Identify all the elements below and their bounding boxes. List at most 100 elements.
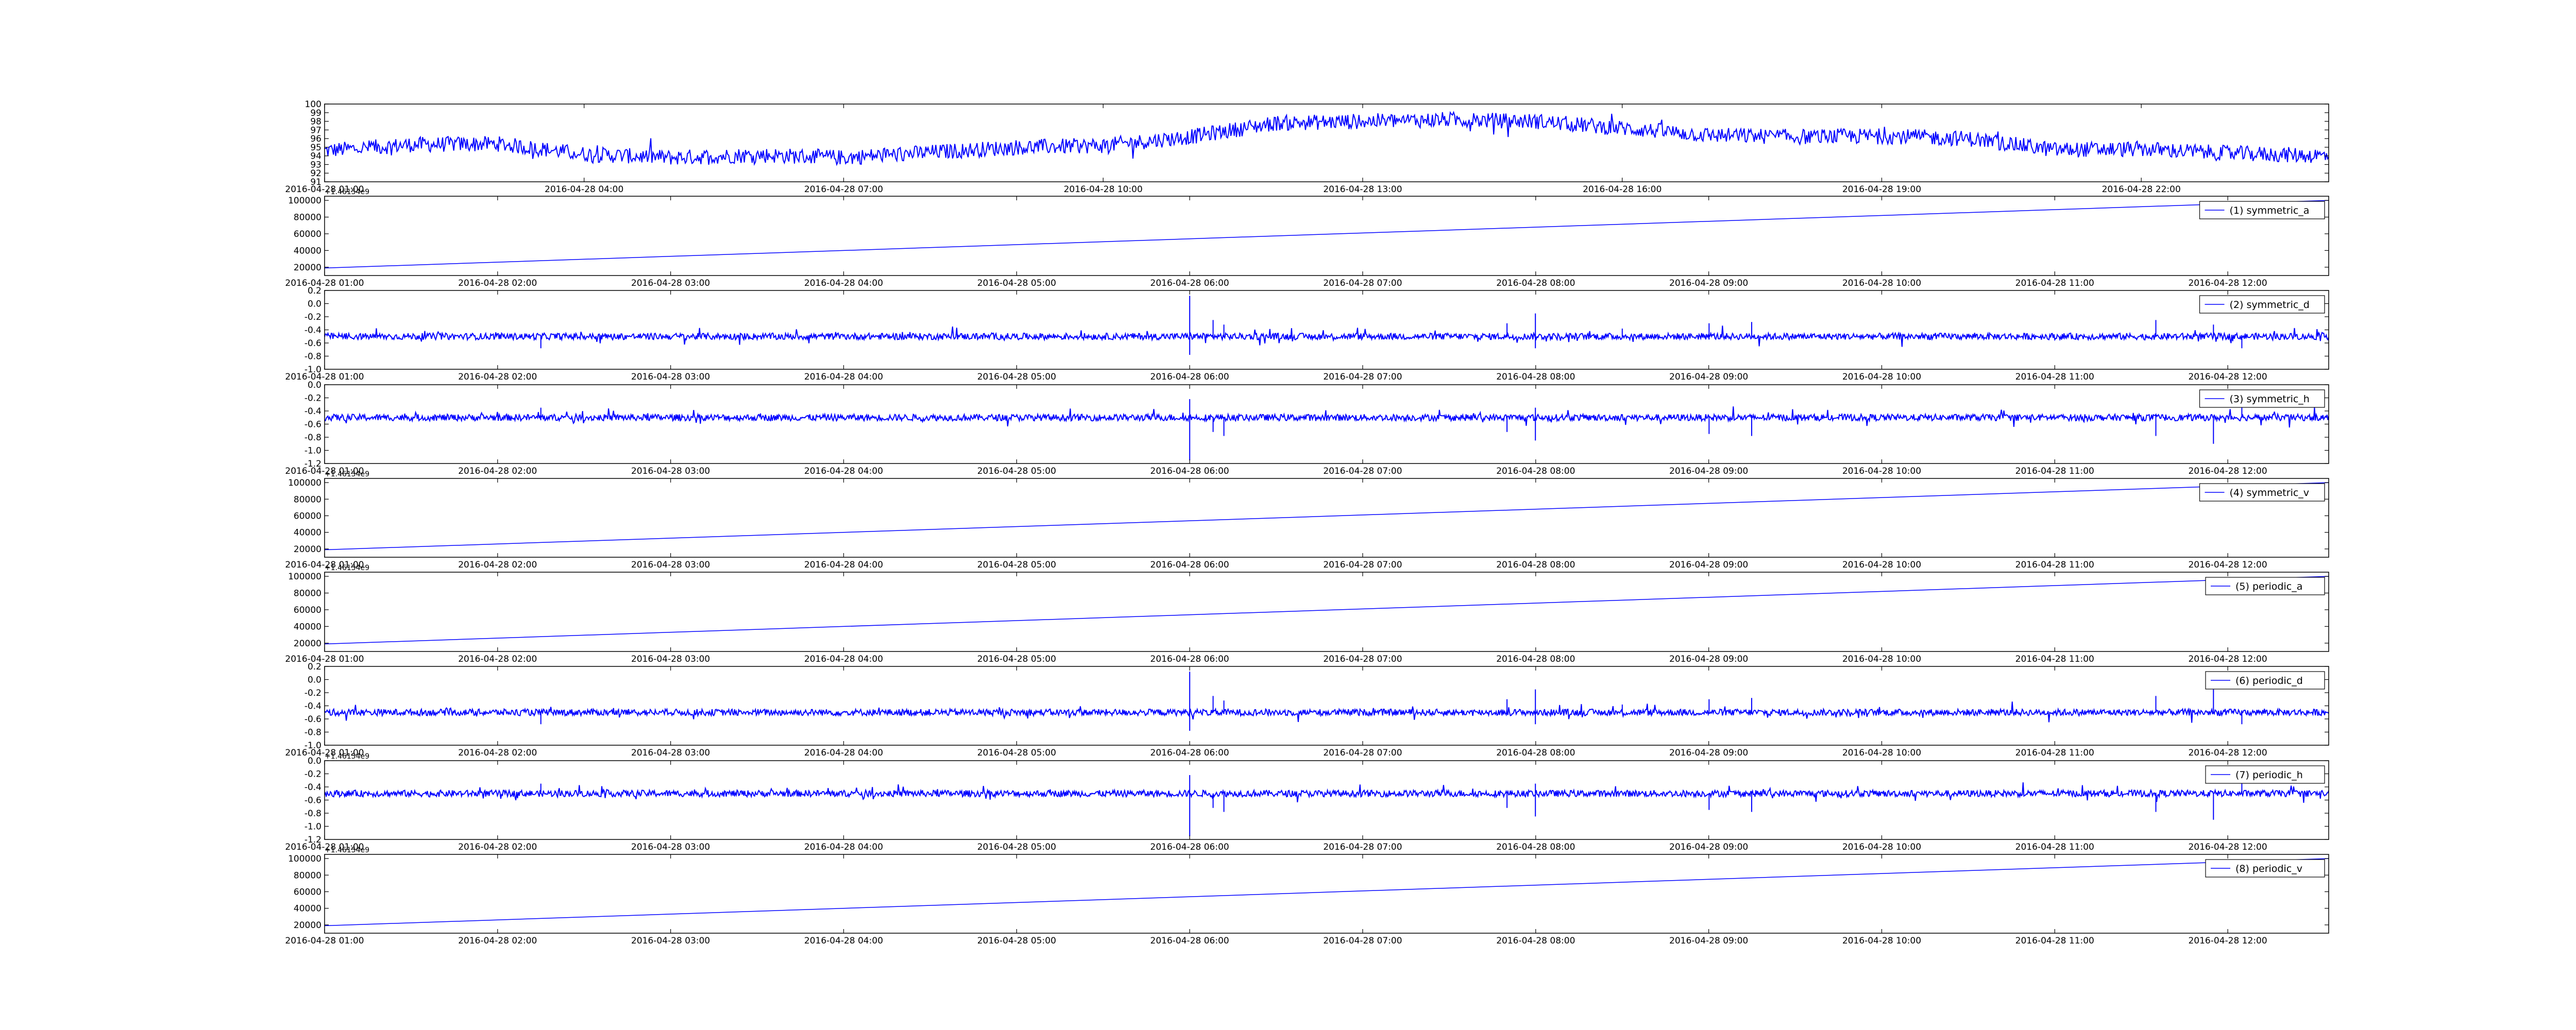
y-tick-label: -1.0	[304, 822, 321, 832]
legend-label: (6) periodic_d	[2235, 675, 2303, 686]
x-tick-label: 2016-04-28 10:00	[1842, 748, 1921, 758]
x-tick-label: 2016-04-28 12:00	[2188, 466, 2267, 476]
x-tick-label: 2016-04-28 02:00	[458, 560, 537, 570]
x-tick-label: 2016-04-28 03:00	[631, 278, 710, 288]
axes-frame	[324, 196, 2329, 276]
y-offset-label: +1.46154e9	[325, 846, 369, 854]
y-tick-label: 40000	[294, 246, 321, 256]
y-offset-label: +1.46154e9	[325, 188, 369, 196]
x-tick-label: 2016-04-28 01:00	[285, 748, 364, 758]
y-tick-label: 40000	[294, 528, 321, 538]
axes-frame	[324, 104, 2329, 182]
series-line-3	[325, 296, 2329, 355]
series-line-9	[325, 858, 2329, 926]
y-tick-label: 100	[305, 99, 321, 110]
x-tick-label: 2016-04-28 12:00	[2188, 372, 2267, 382]
y-tick-label: -0.8	[304, 352, 321, 362]
y-tick-label: 20000	[294, 544, 321, 555]
subplot-7: -1.0 -0.8 -0.6 -0.4 -0.2 0.0 0.2 2016-04-28 01:…	[285, 662, 2329, 758]
y-tick-label: -1.0	[304, 446, 321, 456]
legend: (4) symmetric_v	[2199, 483, 2325, 502]
x-tick-label: 2016-04-28 01:00	[285, 560, 364, 570]
x-tick-label: 2016-04-28 06:00	[1150, 748, 1229, 758]
y-tick-label: -0.2	[304, 393, 321, 404]
y-tick-label: 91	[310, 177, 321, 187]
x-tick-label: 2016-04-28 02:00	[458, 654, 537, 664]
y-tick-label: 20000	[294, 263, 321, 273]
legend: (2) symmetric_d	[2199, 295, 2325, 314]
x-tick-label: 2016-04-28 08:00	[1496, 372, 1575, 382]
x-tick-label: 2016-04-28 05:00	[977, 748, 1056, 758]
y-tick-label: -0.8	[304, 728, 321, 738]
y-tick-label: 0.2	[308, 286, 321, 296]
y-tick-label: 100000	[288, 478, 321, 488]
x-tick-label: 2016-04-28 04:00	[804, 842, 883, 852]
x-tick-label: 2016-04-28 02:00	[458, 842, 537, 852]
plot-area	[325, 482, 2329, 551]
x-tick-label: 2016-04-28 05:00	[977, 466, 1056, 476]
legend-label: (3) symmetric_h	[2230, 393, 2310, 405]
y-tick-label: 0.0	[308, 299, 321, 310]
y-tick-label: 20000	[294, 639, 321, 649]
x-tick-label: 2016-04-28 04:00	[804, 936, 883, 946]
x-tick-label: 2016-04-28 11:00	[2015, 466, 2094, 476]
x-tick-label: 2016-04-28 11:00	[2015, 278, 2094, 288]
x-tick-label: 2016-04-28 08:00	[1496, 842, 1575, 852]
x-tick-label: 2016-04-28 07:00	[804, 184, 883, 195]
plot-area	[325, 200, 2329, 269]
axes-frame	[324, 478, 2329, 558]
plot-area	[325, 576, 2329, 645]
x-tick-label: 2016-04-28 09:00	[1669, 466, 1748, 476]
x-tick-label: 2016-04-28 10:00	[1842, 842, 1921, 852]
x-tick-label: 2016-04-28 03:00	[631, 466, 710, 476]
x-tick-label: 2016-04-28 12:00	[2188, 278, 2267, 288]
x-tick-label: 2016-04-28 08:00	[1496, 654, 1575, 664]
x-tick-label: 2016-04-28 06:00	[1150, 842, 1229, 852]
x-tick-label: 2016-04-28 12:00	[2188, 842, 2267, 852]
subplot-9: 20000 40000 60000 80000 100000 +1.46154e9 2016…	[285, 846, 2329, 946]
y-tick-label: 60000	[294, 229, 321, 239]
x-tick-label: 2016-04-28 09:00	[1669, 560, 1748, 570]
legend-label: (2) symmetric_d	[2230, 299, 2310, 311]
y-tick-label: -0.6	[304, 338, 321, 349]
y-tick-label: 40000	[294, 904, 321, 914]
y-tick-label: 92	[310, 168, 321, 179]
legend-label: (8) periodic_v	[2235, 863, 2302, 874]
x-tick-label: 2016-04-28 05:00	[977, 372, 1056, 382]
y-tick-label: 99	[310, 108, 321, 118]
x-tick-label: 2016-04-28 10:00	[1064, 184, 1143, 195]
x-tick-label: 2016-04-28 11:00	[2015, 560, 2094, 570]
x-tick-label: 2016-04-28 07:00	[1323, 654, 1402, 664]
x-tick-label: 2016-04-28 03:00	[631, 560, 710, 570]
x-tick-label: 2016-04-28 09:00	[1669, 654, 1748, 664]
legend-label: (5) periodic_a	[2235, 581, 2302, 592]
x-tick-label: 2016-04-28 11:00	[2015, 842, 2094, 852]
x-tick-label: 2016-04-28 03:00	[631, 654, 710, 664]
axes-frame	[324, 572, 2329, 652]
x-tick-label: 2016-04-28 13:00	[1323, 184, 1402, 195]
y-tick-label: 60000	[294, 605, 321, 615]
legend-label: (7) periodic_h	[2235, 769, 2303, 781]
plot-area	[325, 111, 2329, 166]
series-line-5	[325, 482, 2329, 551]
x-tick-label: 2016-04-28 10:00	[1842, 936, 1921, 946]
legend: (6) periodic_d	[2205, 671, 2325, 690]
x-tick-label: 2016-04-28 03:00	[631, 748, 710, 758]
y-tick-label: -0.2	[304, 769, 321, 780]
x-tick-label: 2016-04-28 05:00	[977, 560, 1056, 570]
x-tick-label: 2016-04-28 04:00	[804, 372, 883, 382]
x-tick-label: 2016-04-28 01:00	[285, 184, 364, 195]
x-tick-label: 2016-04-28 07:00	[1323, 936, 1402, 946]
y-offset-label: +1.46154e9	[325, 752, 369, 761]
plot-area	[325, 399, 2329, 460]
x-tick-label: 2016-04-28 08:00	[1496, 560, 1575, 570]
y-tick-label: -1.2	[304, 835, 321, 845]
x-tick-label: 2016-04-28 02:00	[458, 278, 537, 288]
y-tick-label: -1.0	[304, 365, 321, 375]
subplot-4: -1.2 -1.0 -0.8 -0.6 -0.4 -0.2 0.0 2016-04-28 01…	[285, 380, 2329, 476]
y-tick-label: 100000	[288, 196, 321, 206]
x-tick-label: 2016-04-28 02:00	[458, 936, 537, 946]
x-tick-label: 2016-04-28 02:00	[458, 466, 537, 476]
